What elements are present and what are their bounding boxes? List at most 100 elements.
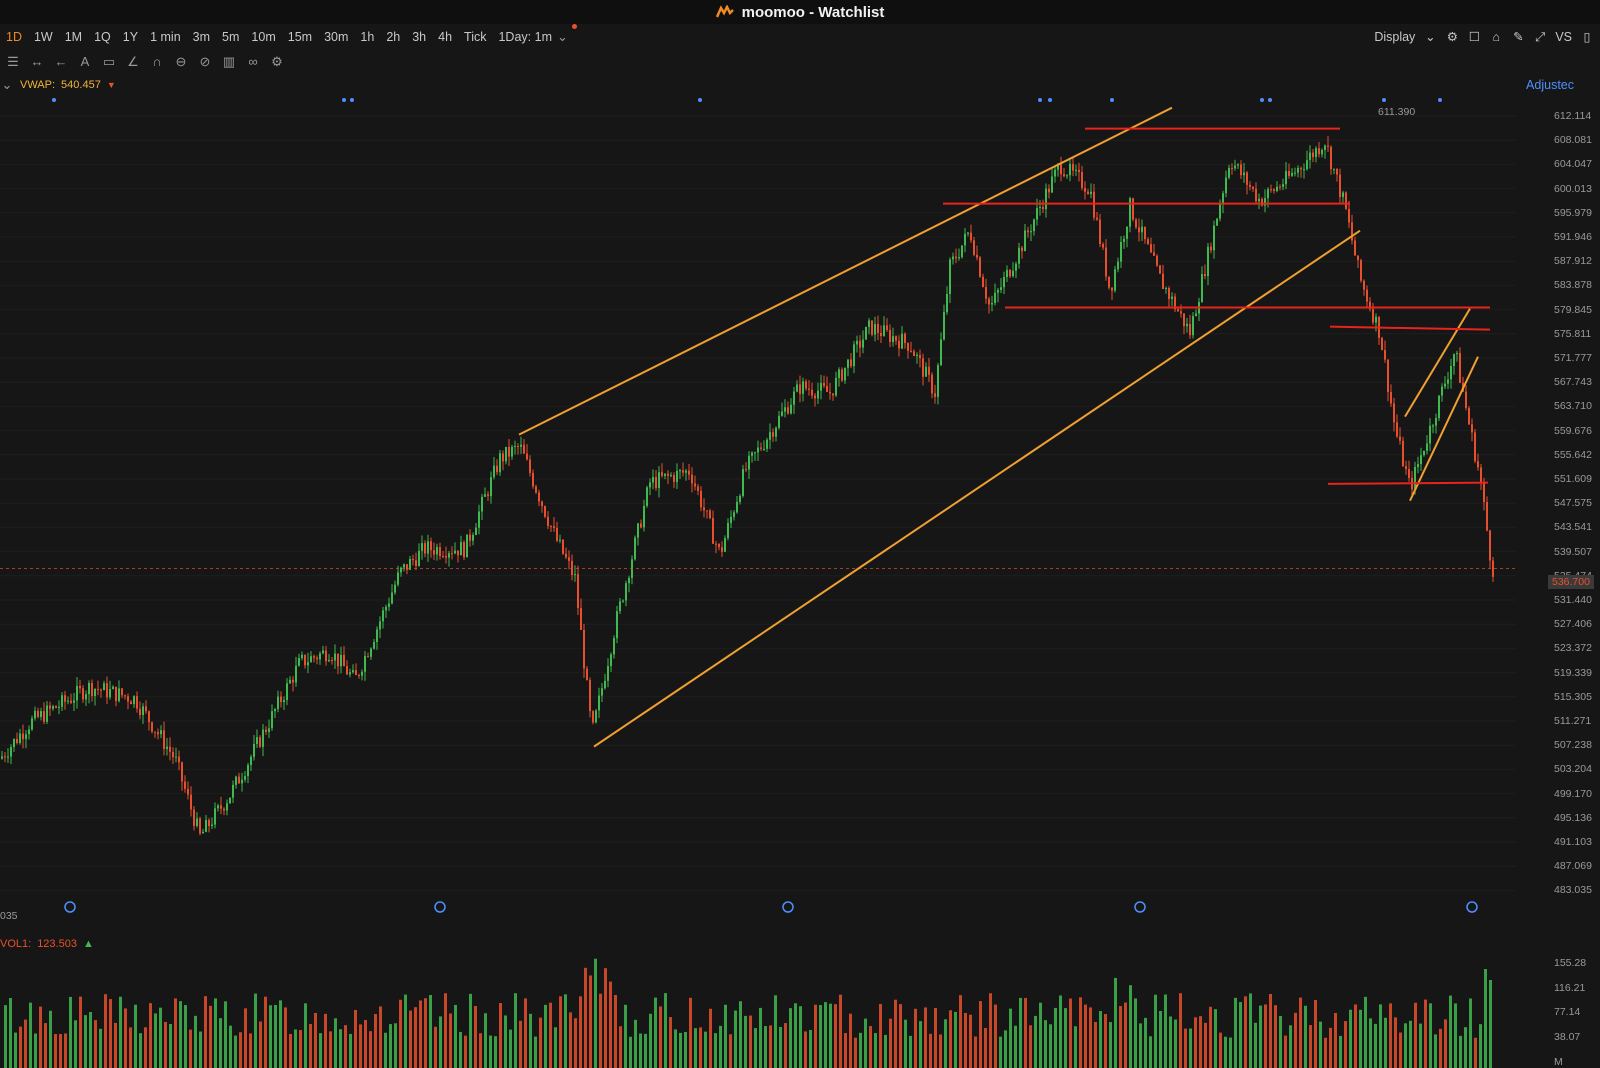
candle-body <box>568 557 570 561</box>
candle-body <box>25 734 27 740</box>
candle-body <box>1387 359 1389 393</box>
candle-body <box>955 256 957 259</box>
volume-bar <box>1344 1021 1347 1068</box>
tab-15m[interactable]: 15m <box>287 30 313 44</box>
fullscreen-icon[interactable]: ⤢ <box>1535 30 1546 44</box>
camera-icon[interactable]: ⌂ <box>1492 30 1501 44</box>
candle-body <box>130 701 132 705</box>
candle-body <box>934 393 936 397</box>
volume-bar <box>939 1034 942 1068</box>
volume-bar <box>1174 1019 1177 1068</box>
candle-body <box>946 293 948 313</box>
volume-bar <box>1479 1024 1482 1068</box>
candle-body <box>418 550 420 566</box>
volume-bar <box>189 1029 192 1068</box>
volume-indicator[interactable]: VOL1: 123.503 ▲ <box>0 938 94 950</box>
tab-30m[interactable]: 30m <box>324 30 349 44</box>
candle-body <box>850 359 852 367</box>
volume-bar <box>1249 993 1252 1068</box>
candle-body <box>481 496 483 512</box>
tab-4h[interactable]: 4h <box>438 30 453 44</box>
vs-button[interactable]: VS <box>1555 30 1572 44</box>
pencil-icon[interactable]: ✎ <box>1513 30 1524 44</box>
candle-body <box>1054 169 1056 177</box>
vwap-indicator[interactable]: ⌄ VWAP: 540.457 ▼ <box>0 78 116 92</box>
tab-1d[interactable]: 1D <box>6 30 22 44</box>
candle-body <box>67 700 69 702</box>
candle-body <box>1117 261 1119 270</box>
volume-chart[interactable] <box>0 950 1516 1068</box>
volume-bar <box>254 993 257 1068</box>
candle-body <box>1024 230 1026 252</box>
tab-2h[interactable]: 2h <box>386 30 401 44</box>
candle-body <box>1159 265 1161 274</box>
candle-body <box>898 340 900 349</box>
tab-1m[interactable]: 1M <box>64 30 83 44</box>
timeframe-bar: 1D 1W 1M 1Q 1Y 1 min 3m 5m 10m 15m 30m 1… <box>0 24 1600 51</box>
range-icon[interactable]: ↔ <box>30 54 44 69</box>
tab-1min[interactable]: 1 min <box>150 30 181 44</box>
lock-drawing-icon[interactable]: ⊖ <box>175 54 187 69</box>
candle-body <box>142 706 144 715</box>
candle-body <box>469 534 471 541</box>
volume-bar <box>239 1032 242 1068</box>
support-line-551 <box>1327 481 1489 485</box>
comment-icon[interactable]: ▭ <box>102 54 116 69</box>
magnet-icon[interactable]: ∩ <box>152 54 162 69</box>
candle-body <box>865 326 867 340</box>
volume-bar <box>1009 1008 1012 1068</box>
tab-5m[interactable]: 5m <box>222 30 240 44</box>
undo-arrow-icon[interactable]: ← <box>54 54 68 69</box>
layout-icon[interactable]: ☐ <box>1468 30 1480 44</box>
candle-body <box>763 448 765 450</box>
settings-icon[interactable]: ⚙ <box>1446 30 1458 44</box>
candle-body <box>1330 146 1332 170</box>
volume-bar <box>744 1015 747 1068</box>
tab-1y[interactable]: 1Y <box>122 30 139 44</box>
candle-body <box>619 601 621 612</box>
gear-icon[interactable]: ⚙ <box>271 54 283 69</box>
candle-body <box>157 732 159 735</box>
adjusted-toggle[interactable]: Adjustec <box>1526 78 1574 92</box>
candle-body <box>724 538 726 552</box>
tab-1q[interactable]: 1Q <box>94 30 111 44</box>
sidebar-toggle-icon[interactable]: ▯ <box>1583 30 1591 44</box>
volume-bar <box>834 1004 837 1068</box>
tab-10m[interactable]: 10m <box>251 30 276 44</box>
link-icon[interactable]: ∞ <box>248 54 258 69</box>
volume-bar <box>284 1007 287 1068</box>
candle-body <box>829 391 831 394</box>
candle-body <box>256 737 258 744</box>
candle-body <box>235 776 237 785</box>
candle-body <box>1420 455 1422 465</box>
candle-body <box>436 547 438 555</box>
volume-bar <box>169 1024 172 1068</box>
interval-dropdown[interactable]: 1Day: 1m ⌄ <box>492 24 578 44</box>
volume-bar <box>824 1002 827 1068</box>
price-tick: 567.743 <box>1554 376 1592 389</box>
hide-drawing-icon[interactable]: ⊘ <box>199 54 211 69</box>
tab-3m[interactable]: 3m <box>192 30 211 44</box>
volume-bar <box>579 996 582 1068</box>
price-tick: 583.878 <box>1554 279 1592 292</box>
volume-bar <box>499 1003 502 1068</box>
candle-body <box>448 553 450 558</box>
candle-body <box>664 473 666 476</box>
tab-tick[interactable]: Tick <box>464 30 487 44</box>
price-chart[interactable] <box>0 92 1516 932</box>
candle-body <box>238 776 240 784</box>
trash-icon[interactable]: ▥ <box>222 54 236 69</box>
candle-body <box>952 256 954 260</box>
candle-body <box>1240 164 1242 176</box>
tab-1w[interactable]: 1W <box>33 30 53 44</box>
volume-bar <box>459 1031 462 1068</box>
tab-1h[interactable]: 1h <box>360 30 375 44</box>
volume-bar <box>514 993 517 1068</box>
trendline-tool-icon[interactable]: ∠ <box>127 54 139 69</box>
text-tool-icon[interactable]: A <box>80 54 90 69</box>
menu-lines-icon[interactable]: ☰ <box>7 54 19 69</box>
volume-bar <box>1254 1022 1257 1068</box>
tab-3h[interactable]: 3h <box>412 30 427 44</box>
display-button[interactable]: Display <box>1374 30 1416 44</box>
candle-body <box>1213 225 1215 251</box>
